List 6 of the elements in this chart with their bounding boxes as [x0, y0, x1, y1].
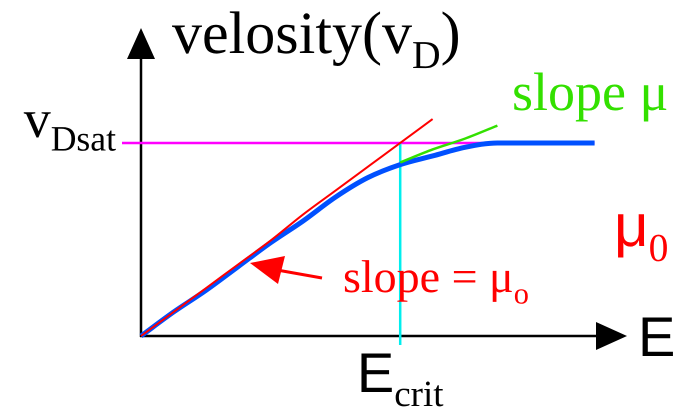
text: E$_{crit}$: [356, 340, 444, 414]
series-label: slope μ: [512, 62, 668, 122]
ref-line-label: v$_{Dsat}$: [24, 88, 116, 158]
annotation: μ$_{0}$: [614, 192, 668, 270]
y-axis-title: velosity(v$_{D}$): [172, 0, 461, 77]
x-axis-title: E: [638, 304, 676, 368]
